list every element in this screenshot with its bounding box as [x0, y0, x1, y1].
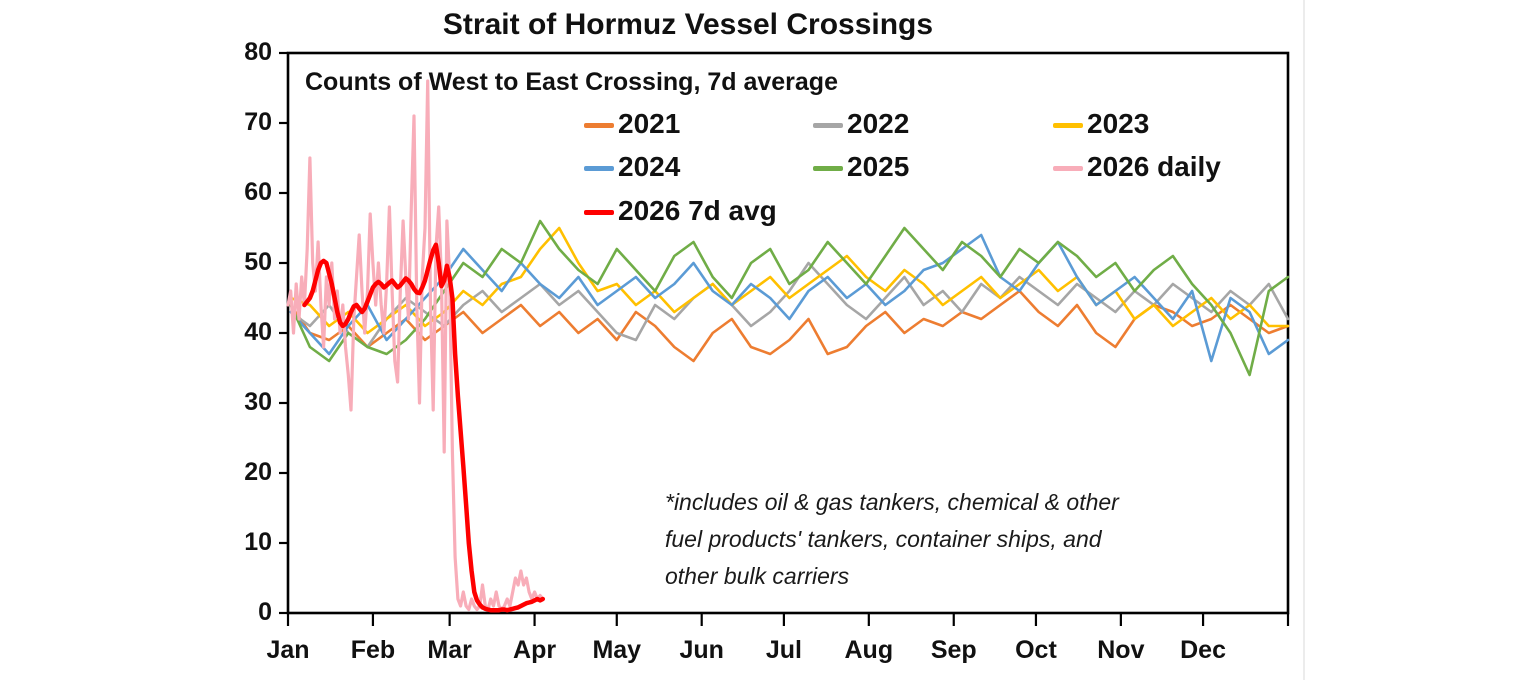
x-axis-label: Jun	[679, 636, 724, 664]
chart-title: Strait of Hormuz Vessel Crossings	[442, 8, 934, 41]
annotation-line-2: fuel products' tankers, container ships,…	[665, 526, 1102, 552]
legend-swatch	[1053, 166, 1083, 171]
legend-swatch	[1053, 123, 1083, 128]
series-line-2026-daily	[286, 79, 545, 612]
legend-label: 2025	[847, 151, 910, 182]
y-axis-label: 30	[244, 388, 272, 416]
annotation-note: *includes oil & gas tankers, chemical & …	[665, 484, 1119, 595]
legend-label: 2026 daily	[1087, 151, 1221, 182]
legend-swatch	[584, 123, 614, 128]
x-axis-label: Feb	[350, 636, 396, 664]
annotation-line-1: *includes oil & gas tankers, chemical & …	[665, 489, 1119, 515]
x-axis-label: Mar	[427, 636, 472, 664]
annotation-line-3: other bulk carriers	[665, 563, 850, 589]
legend-swatch	[813, 123, 843, 128]
series-line-2022	[289, 261, 1290, 349]
y-axis-label: 70	[244, 108, 272, 136]
y-axis-label: 60	[244, 178, 272, 206]
x-axis-label: Jan	[266, 636, 310, 664]
series-line-2026-7d-avg	[302, 242, 546, 613]
y-axis-label: 0	[258, 598, 272, 626]
legend-label: 2023	[1087, 108, 1150, 139]
y-axis-label: 50	[244, 248, 272, 276]
y-axis-label: 80	[244, 38, 272, 66]
legend-label: 2024	[618, 151, 681, 182]
legend-swatch	[813, 166, 843, 171]
series-line-2021	[289, 289, 1290, 363]
x-axis-label: Apr	[513, 636, 557, 664]
x-axis-label: Aug	[844, 636, 894, 664]
x-axis-label: Jul	[765, 636, 802, 664]
legend-swatch	[584, 166, 614, 171]
series-line-2023	[289, 226, 1290, 335]
x-axis-label: Nov	[1097, 636, 1145, 664]
y-axis-label: 40	[244, 318, 272, 346]
y-axis-label: 10	[244, 528, 272, 556]
series-line-2025	[289, 219, 1290, 377]
x-axis-label: May	[592, 636, 642, 664]
chart-subtitle: Counts of West to East Crossing, 7d aver…	[305, 68, 838, 96]
page-edge-line	[1303, 0, 1305, 680]
x-axis-label: Sep	[930, 636, 977, 664]
x-axis-label: Dec	[1180, 636, 1226, 664]
legend-label: 2022	[847, 108, 910, 139]
legend-label: 2021	[618, 108, 681, 139]
y-axis-label: 20	[244, 458, 272, 486]
x-axis-label: Oct	[1015, 636, 1057, 664]
legend-swatch	[584, 210, 614, 215]
series-line-2024	[289, 233, 1290, 363]
legend-label: 2026 7d avg	[618, 195, 777, 226]
